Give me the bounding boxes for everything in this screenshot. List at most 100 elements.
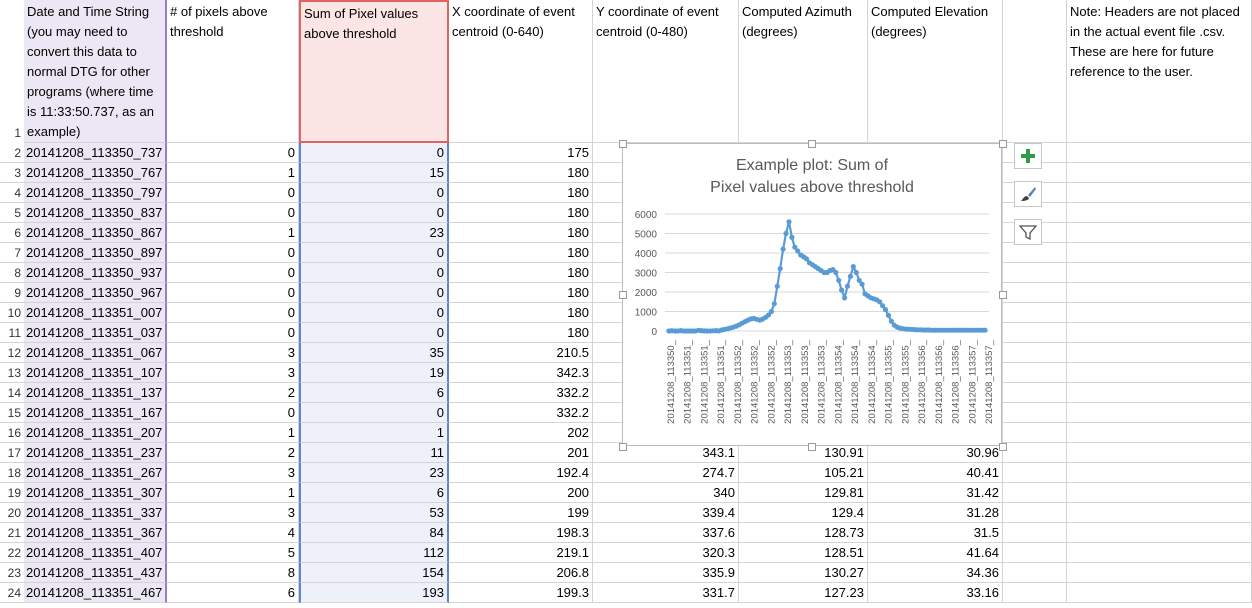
- cell-date-time[interactable]: 20141208_113351_267: [24, 463, 167, 483]
- row-number[interactable]: 5: [0, 203, 24, 223]
- row-number[interactable]: 16: [0, 423, 24, 443]
- cell-pixel-count[interactable]: 3: [167, 503, 299, 523]
- cell-pixel-count[interactable]: 0: [167, 203, 299, 223]
- chart-elements-button[interactable]: [1014, 143, 1042, 169]
- chart-resize-handle[interactable]: [619, 291, 627, 299]
- cell-pixel-count[interactable]: 3: [167, 343, 299, 363]
- cell-sum-pixel-values[interactable]: 0: [299, 323, 449, 343]
- cell-elevation[interactable]: 31.28: [868, 503, 1003, 523]
- cell-sum-pixel-values[interactable]: 1: [299, 423, 449, 443]
- row-number[interactable]: 18: [0, 463, 24, 483]
- cell-empty-i[interactable]: [1067, 443, 1252, 463]
- cell-date-time[interactable]: 20141208_113351_137: [24, 383, 167, 403]
- cell-empty-h[interactable]: [1003, 543, 1067, 563]
- cell-sum-pixel-values[interactable]: 6: [299, 483, 449, 503]
- cell-elevation[interactable]: 31.42: [868, 483, 1003, 503]
- cell-empty-i[interactable]: [1067, 323, 1252, 343]
- cell-empty-h[interactable]: [1003, 303, 1067, 323]
- cell-azimuth[interactable]: 130.27: [739, 563, 868, 583]
- header-azimuth[interactable]: Computed Azimuth (degrees): [739, 0, 868, 143]
- cell-date-time[interactable]: 20141208_113351_307: [24, 483, 167, 503]
- cell-x-centroid[interactable]: 180: [449, 183, 593, 203]
- cell-azimuth[interactable]: 128.73: [739, 523, 868, 543]
- cell-sum-pixel-values[interactable]: 11: [299, 443, 449, 463]
- cell-empty-i[interactable]: [1067, 563, 1252, 583]
- cell-pixel-count[interactable]: 0: [167, 143, 299, 163]
- cell-sum-pixel-values[interactable]: 23: [299, 223, 449, 243]
- cell-empty-h[interactable]: [1003, 523, 1067, 543]
- chart-resize-handle[interactable]: [999, 140, 1007, 148]
- cell-x-centroid[interactable]: 180: [449, 243, 593, 263]
- cell-empty-i[interactable]: [1067, 583, 1252, 603]
- cell-sum-pixel-values[interactable]: 0: [299, 303, 449, 323]
- cell-y-centroid[interactable]: 320.3: [593, 543, 739, 563]
- cell-sum-pixel-values[interactable]: 0: [299, 243, 449, 263]
- cell-pixel-count[interactable]: 3: [167, 463, 299, 483]
- cell-date-time[interactable]: 20141208_113350_737: [24, 143, 167, 163]
- cell-empty-h[interactable]: [1003, 483, 1067, 503]
- cell-sum-pixel-values[interactable]: 23: [299, 463, 449, 483]
- cell-sum-pixel-values[interactable]: 15: [299, 163, 449, 183]
- header-note[interactable]: Note: Headers are not placed in the actu…: [1067, 0, 1252, 143]
- cell-date-time[interactable]: 20141208_113350_937: [24, 263, 167, 283]
- cell-y-centroid[interactable]: 335.9: [593, 563, 739, 583]
- cell-date-time[interactable]: 20141208_113351_437: [24, 563, 167, 583]
- chart-resize-handle[interactable]: [619, 443, 627, 451]
- cell-pixel-count[interactable]: 0: [167, 303, 299, 323]
- chart-filters-button[interactable]: [1014, 219, 1042, 245]
- row-number[interactable]: 13: [0, 363, 24, 383]
- row-number[interactable]: 2: [0, 143, 24, 163]
- cell-x-centroid[interactable]: 175: [449, 143, 593, 163]
- cell-elevation[interactable]: 41.64: [868, 543, 1003, 563]
- cell-pixel-count[interactable]: 1: [167, 483, 299, 503]
- cell-date-time[interactable]: 20141208_113350_767: [24, 163, 167, 183]
- cell-x-centroid[interactable]: 332.2: [449, 403, 593, 423]
- cell-azimuth[interactable]: 130.91: [739, 443, 868, 463]
- cell-empty-h[interactable]: [1003, 423, 1067, 443]
- cell-azimuth[interactable]: 128.51: [739, 543, 868, 563]
- cell-x-centroid[interactable]: 199.3: [449, 583, 593, 603]
- cell-date-time[interactable]: 20141208_113350_867: [24, 223, 167, 243]
- cell-date-time[interactable]: 20141208_113351_367: [24, 523, 167, 543]
- cell-x-centroid[interactable]: 202: [449, 423, 593, 443]
- cell-sum-pixel-values[interactable]: 112: [299, 543, 449, 563]
- cell-x-centroid[interactable]: 219.1: [449, 543, 593, 563]
- cell-empty-i[interactable]: [1067, 203, 1252, 223]
- cell-date-time[interactable]: 20141208_113351_207: [24, 423, 167, 443]
- cell-empty-h[interactable]: [1003, 263, 1067, 283]
- cell-empty-h[interactable]: [1003, 563, 1067, 583]
- cell-date-time[interactable]: 20141208_113350_897: [24, 243, 167, 263]
- row-number[interactable]: 15: [0, 403, 24, 423]
- cell-empty-h[interactable]: [1003, 463, 1067, 483]
- cell-sum-pixel-values[interactable]: 35: [299, 343, 449, 363]
- header-empty-h[interactable]: [1003, 0, 1067, 143]
- cell-y-centroid[interactable]: 274.7: [593, 463, 739, 483]
- cell-pixel-count[interactable]: 1: [167, 423, 299, 443]
- cell-empty-h[interactable]: [1003, 323, 1067, 343]
- chart-resize-handle[interactable]: [999, 443, 1007, 451]
- row-number[interactable]: 3: [0, 163, 24, 183]
- header-elevation[interactable]: Computed Elevation (degrees): [868, 0, 1003, 143]
- cell-pixel-count[interactable]: 0: [167, 183, 299, 203]
- cell-empty-i[interactable]: [1067, 343, 1252, 363]
- cell-sum-pixel-values[interactable]: 154: [299, 563, 449, 583]
- cell-pixel-count[interactable]: 4: [167, 523, 299, 543]
- cell-x-centroid[interactable]: 192.4: [449, 463, 593, 483]
- cell-x-centroid[interactable]: 332.2: [449, 383, 593, 403]
- row-number[interactable]: 17: [0, 443, 24, 463]
- cell-sum-pixel-values[interactable]: 0: [299, 203, 449, 223]
- cell-empty-i[interactable]: [1067, 363, 1252, 383]
- cell-x-centroid[interactable]: 180: [449, 263, 593, 283]
- cell-empty-i[interactable]: [1067, 543, 1252, 563]
- cell-sum-pixel-values[interactable]: 0: [299, 403, 449, 423]
- row-number[interactable]: 4: [0, 183, 24, 203]
- cell-date-time[interactable]: 20141208_113351_407: [24, 543, 167, 563]
- cell-pixel-count[interactable]: 3: [167, 363, 299, 383]
- cell-date-time[interactable]: 20141208_113351_467: [24, 583, 167, 603]
- cell-date-time[interactable]: 20141208_113351_067: [24, 343, 167, 363]
- cell-x-centroid[interactable]: 180: [449, 203, 593, 223]
- cell-empty-i[interactable]: [1067, 403, 1252, 423]
- cell-pixel-count[interactable]: 8: [167, 563, 299, 583]
- chart-resize-handle[interactable]: [808, 140, 816, 148]
- header-pixel-count[interactable]: # of pixels above threshold: [167, 0, 299, 143]
